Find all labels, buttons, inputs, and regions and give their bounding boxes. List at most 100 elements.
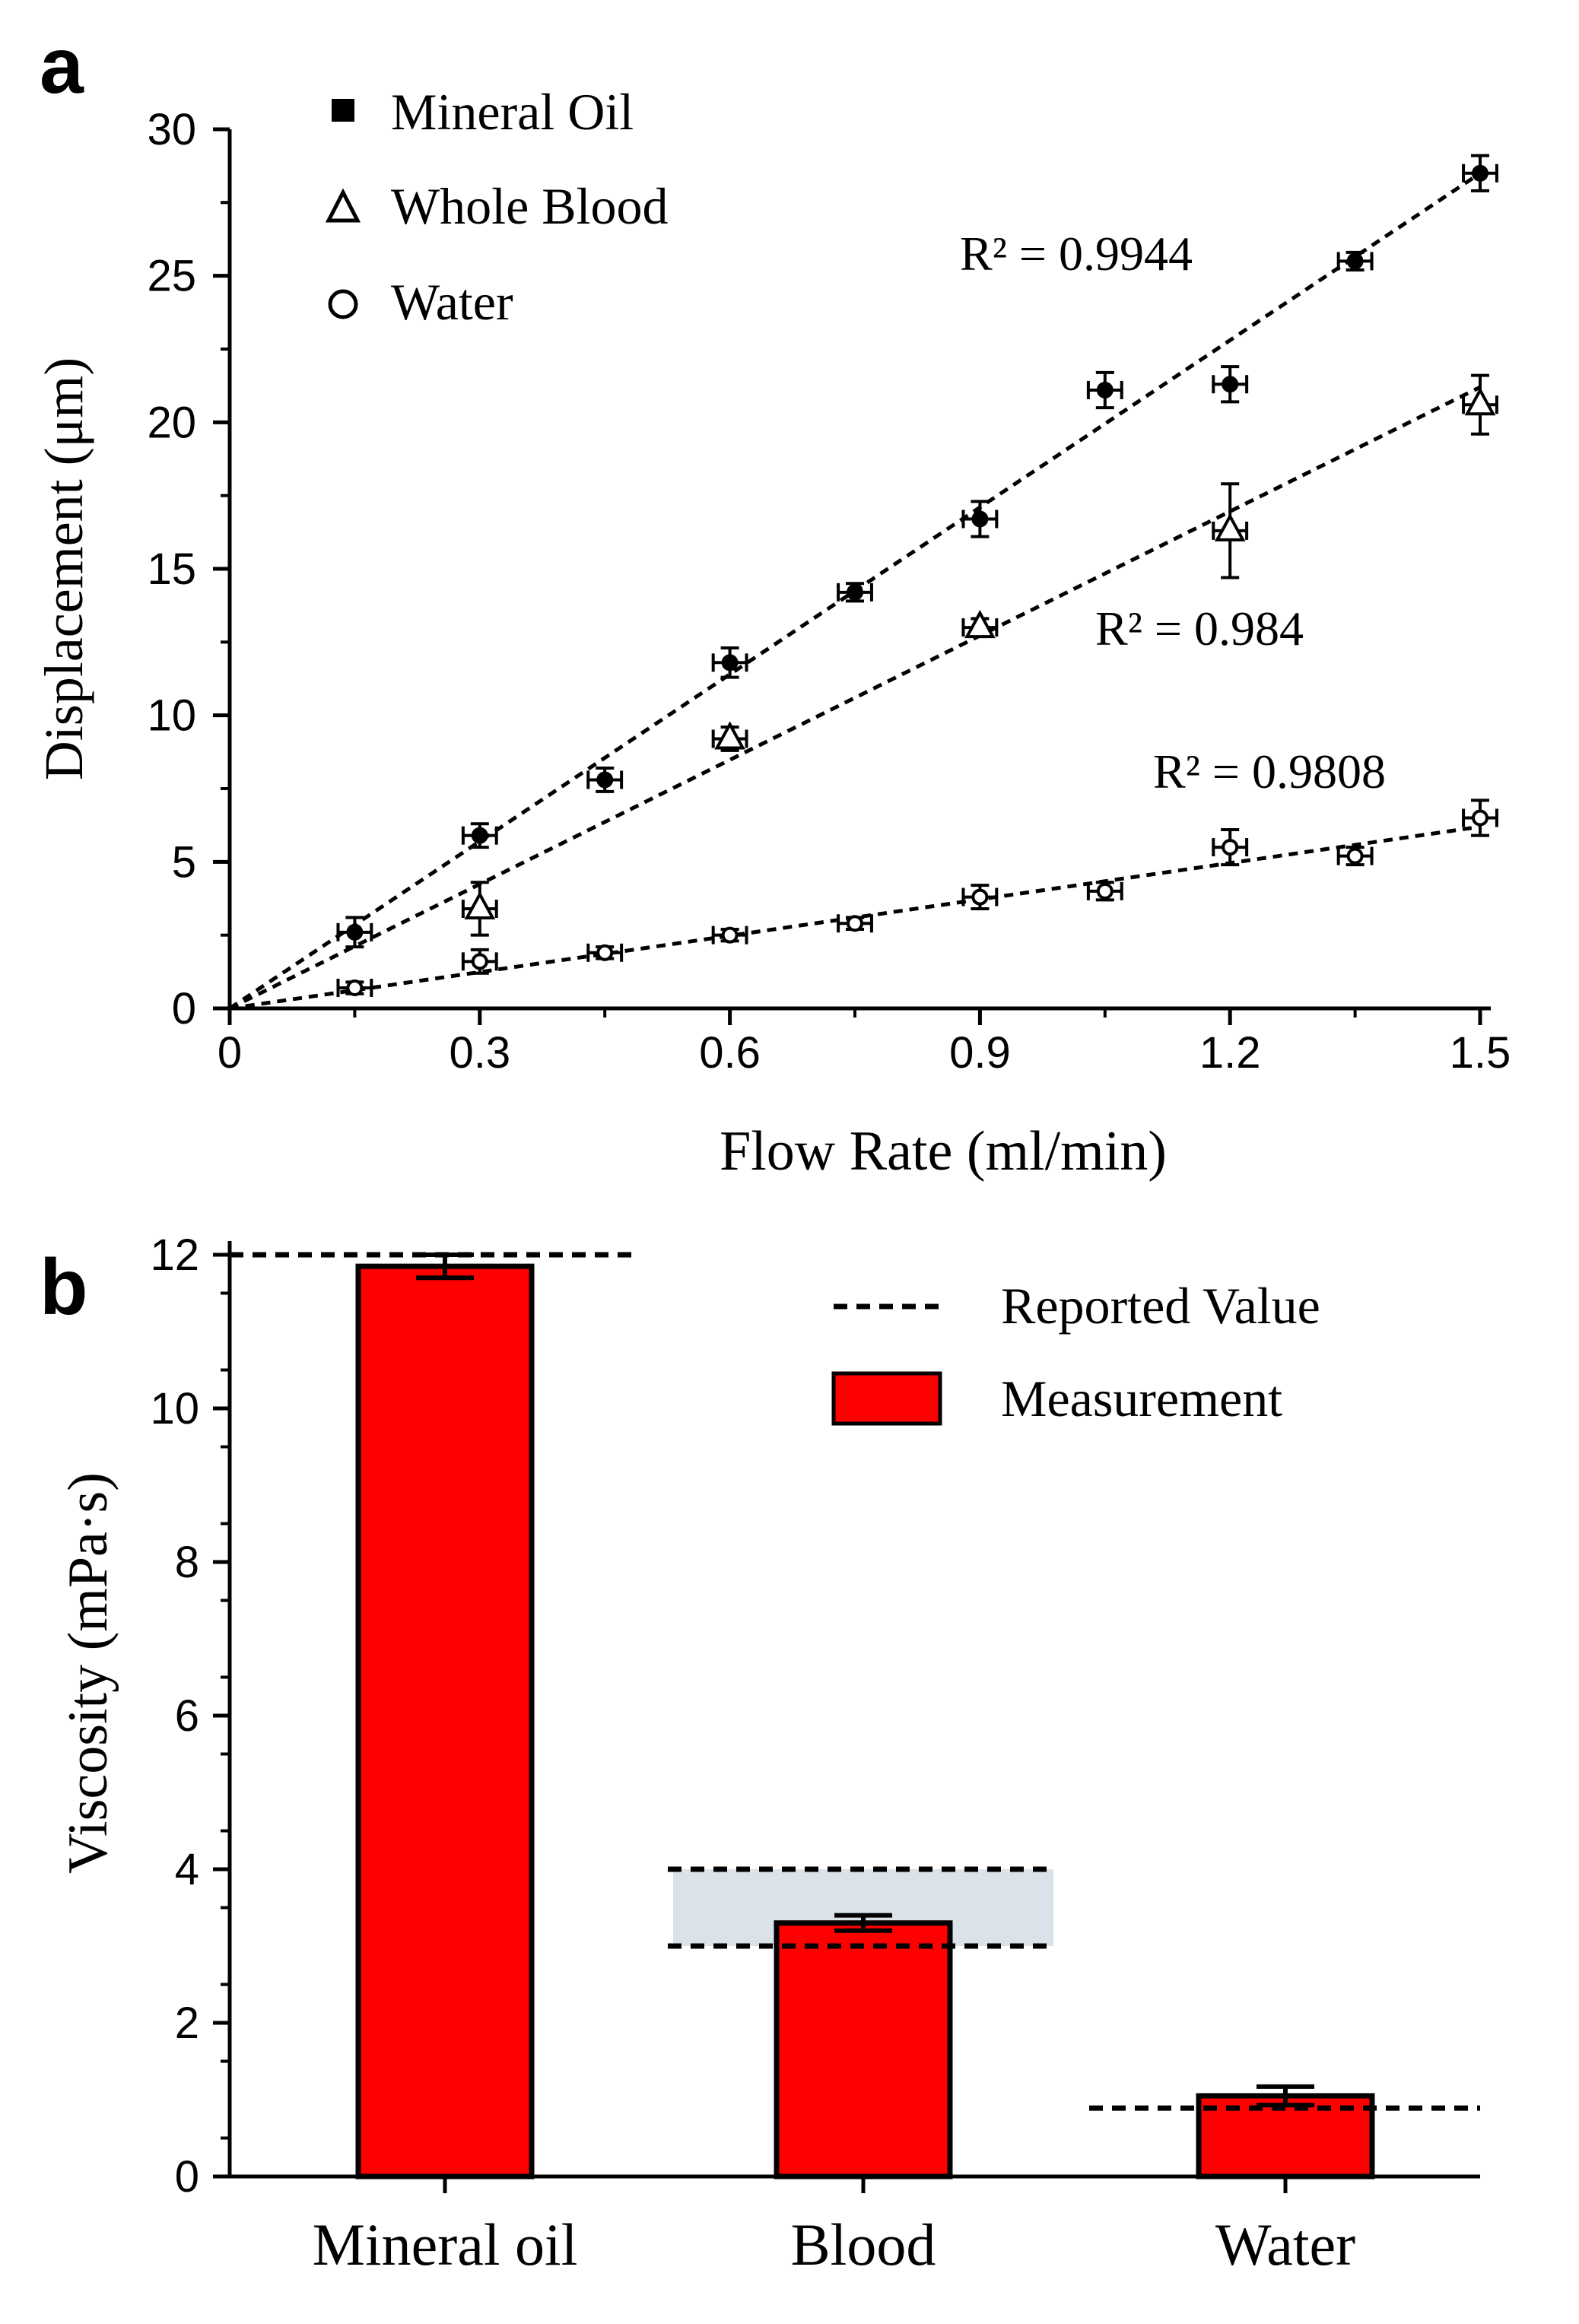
- marker-open-triangle: [1464, 387, 1496, 416]
- marker-open-circle: [971, 888, 989, 906]
- data-point-water: [1212, 827, 1249, 867]
- marker-open-circle: [847, 915, 863, 932]
- marker-open-circle: [1096, 882, 1114, 900]
- y-tick-label-20: 20: [147, 398, 196, 447]
- marker-open-triangle: [964, 609, 996, 639]
- marker-open-circle: [471, 953, 488, 970]
- panel-b-legend: Reported Value Measurement: [831, 1277, 1320, 1427]
- panel-a-x-axis-label: Flow Rate (ml/min): [720, 1120, 1167, 1183]
- data-point-water: [336, 979, 373, 998]
- series-mineral-oil: [336, 154, 1498, 949]
- marker-open-triangle: [1214, 513, 1246, 541]
- panel-a-y-axis-label: Displacement (μm): [33, 357, 94, 780]
- marker-filled-circle: [471, 827, 488, 844]
- x-tick-label-1-5: 1.5: [1450, 1028, 1511, 1078]
- y-tick-label-10: 10: [147, 691, 196, 741]
- data-point-mineral-oil: [1462, 154, 1498, 192]
- panel-b-y-axis-label: Viscosity (mPa·s): [57, 1472, 119, 1874]
- series-water: [336, 798, 1498, 998]
- data-point-whole-blood: [461, 881, 498, 937]
- marker-open-circle: [1222, 839, 1239, 856]
- panel-a-legend: Mineral Oil Whole Blood Water: [325, 83, 669, 331]
- panel-a: a 0 0.3 0.6 0.9 1.2 1.5 0 5 10 15 20 25 30 Displacem…: [33, 22, 1511, 1183]
- marker-filled-circle: [596, 771, 614, 789]
- legend-water-marker: [328, 289, 358, 319]
- data-point-mineral-oil: [711, 646, 748, 679]
- data-point-mineral-oil: [1086, 370, 1123, 410]
- data-point-water: [837, 914, 873, 933]
- marker-filled-circle: [1096, 381, 1114, 398]
- y-tick-label-0: 0: [172, 984, 196, 1033]
- legend-whole-blood-marker: [325, 188, 361, 223]
- legend-water-label: Water: [391, 273, 513, 331]
- data-point-whole-blood: [1212, 482, 1249, 579]
- data-point-mineral-oil: [1212, 365, 1249, 404]
- marker-open-circle: [346, 979, 364, 997]
- marker-filled-circle: [847, 583, 863, 601]
- panel-a-axes: [227, 129, 1491, 1011]
- data-point-mineral-oil: [961, 500, 999, 538]
- panel-a-ticks: 0 0.3 0.6 0.9 1.2 1.5 0 5 10 15 20 25 30: [147, 105, 1511, 1078]
- marker-open-circle: [596, 944, 614, 961]
- b-y-tick-label-0: 0: [175, 2152, 199, 2202]
- data-point-water: [1462, 798, 1498, 837]
- r2-label-mineral-oil: R² = 0.9944: [960, 227, 1193, 281]
- data-point-water: [711, 925, 748, 945]
- marker-filled-circle: [721, 654, 739, 671]
- y-tick-label-30: 30: [147, 105, 196, 154]
- data-point-mineral-oil: [586, 767, 624, 793]
- panel-b-bars: [355, 1252, 1375, 2180]
- series-whole-blood: [461, 373, 1498, 937]
- legend-measurement-label: Measurement: [1001, 1370, 1282, 1427]
- marker-open-circle: [1472, 809, 1488, 827]
- r2-label-whole-blood: R² = 0.984: [1095, 602, 1304, 656]
- panel-a-letter: a: [40, 22, 84, 110]
- panel-b: b 0 2 4 6 8 10 12 Mineral oil Blood Water Viscosi…: [40, 1230, 1480, 2278]
- panel-a-data-points: [336, 154, 1498, 998]
- y-tick-label-25: 25: [147, 252, 196, 301]
- data-point-mineral-oil: [837, 582, 873, 603]
- panel-b-reported-lines: [230, 1252, 1480, 2111]
- b-y-tick-label-12: 12: [150, 1230, 199, 1280]
- marker-filled-circle: [346, 923, 364, 941]
- marker-open-triangle: [714, 721, 745, 750]
- data-point-water: [586, 943, 624, 962]
- legend-mineral-oil-label: Mineral Oil: [391, 83, 634, 141]
- data-point-mineral-oil: [336, 916, 373, 949]
- b-y-tick-label-4: 4: [175, 1845, 199, 1894]
- category-label-mineral-oil: Mineral oil: [313, 2211, 578, 2278]
- data-point-whole-blood: [1462, 373, 1498, 436]
- data-point-water: [961, 884, 999, 910]
- marker-open-circle: [1346, 847, 1364, 865]
- marker-open-circle: [721, 926, 739, 944]
- legend-whole-blood-label: Whole Blood: [391, 177, 669, 235]
- b-y-tick-label-10: 10: [150, 1384, 199, 1433]
- data-point-water: [461, 948, 498, 975]
- marker-filled-circle: [971, 510, 989, 528]
- x-tick-label-0-6: 0.6: [699, 1028, 761, 1078]
- y-tick-label-5: 5: [172, 837, 196, 887]
- panel-b-ticks: 0 2 4 6 8 10 12 Mineral oil Blood Water: [150, 1230, 1355, 2278]
- bar-mineral-oil: [355, 1263, 535, 2180]
- legend-mineral-oil-marker: [332, 99, 354, 122]
- bar-blood: [774, 1920, 953, 2180]
- x-tick-label-0: 0: [218, 1028, 242, 1078]
- category-label-blood: Blood: [791, 2211, 936, 2278]
- data-point-mineral-oil: [461, 822, 498, 849]
- data-point-whole-blood: [711, 721, 748, 752]
- data-point-water: [1336, 846, 1374, 867]
- x-tick-label-0-3: 0.3: [449, 1028, 510, 1078]
- category-label-water: Water: [1215, 2211, 1355, 2278]
- data-point-water: [1086, 881, 1123, 902]
- b-y-tick-label-2: 2: [175, 1999, 199, 2048]
- data-point-whole-blood: [961, 609, 999, 639]
- data-point-mineral-oil: [1336, 250, 1374, 271]
- x-tick-label-0-9: 0.9: [949, 1028, 1011, 1078]
- marker-open-triangle: [464, 891, 496, 919]
- fit-line-whole-blood: [228, 385, 1482, 1011]
- panel-b-letter: b: [40, 1243, 88, 1332]
- x-tick-label-1-2: 1.2: [1199, 1028, 1261, 1078]
- r2-label-water: R² = 0.9808: [1153, 745, 1386, 798]
- legend-reported-value-label: Reported Value: [1001, 1277, 1320, 1335]
